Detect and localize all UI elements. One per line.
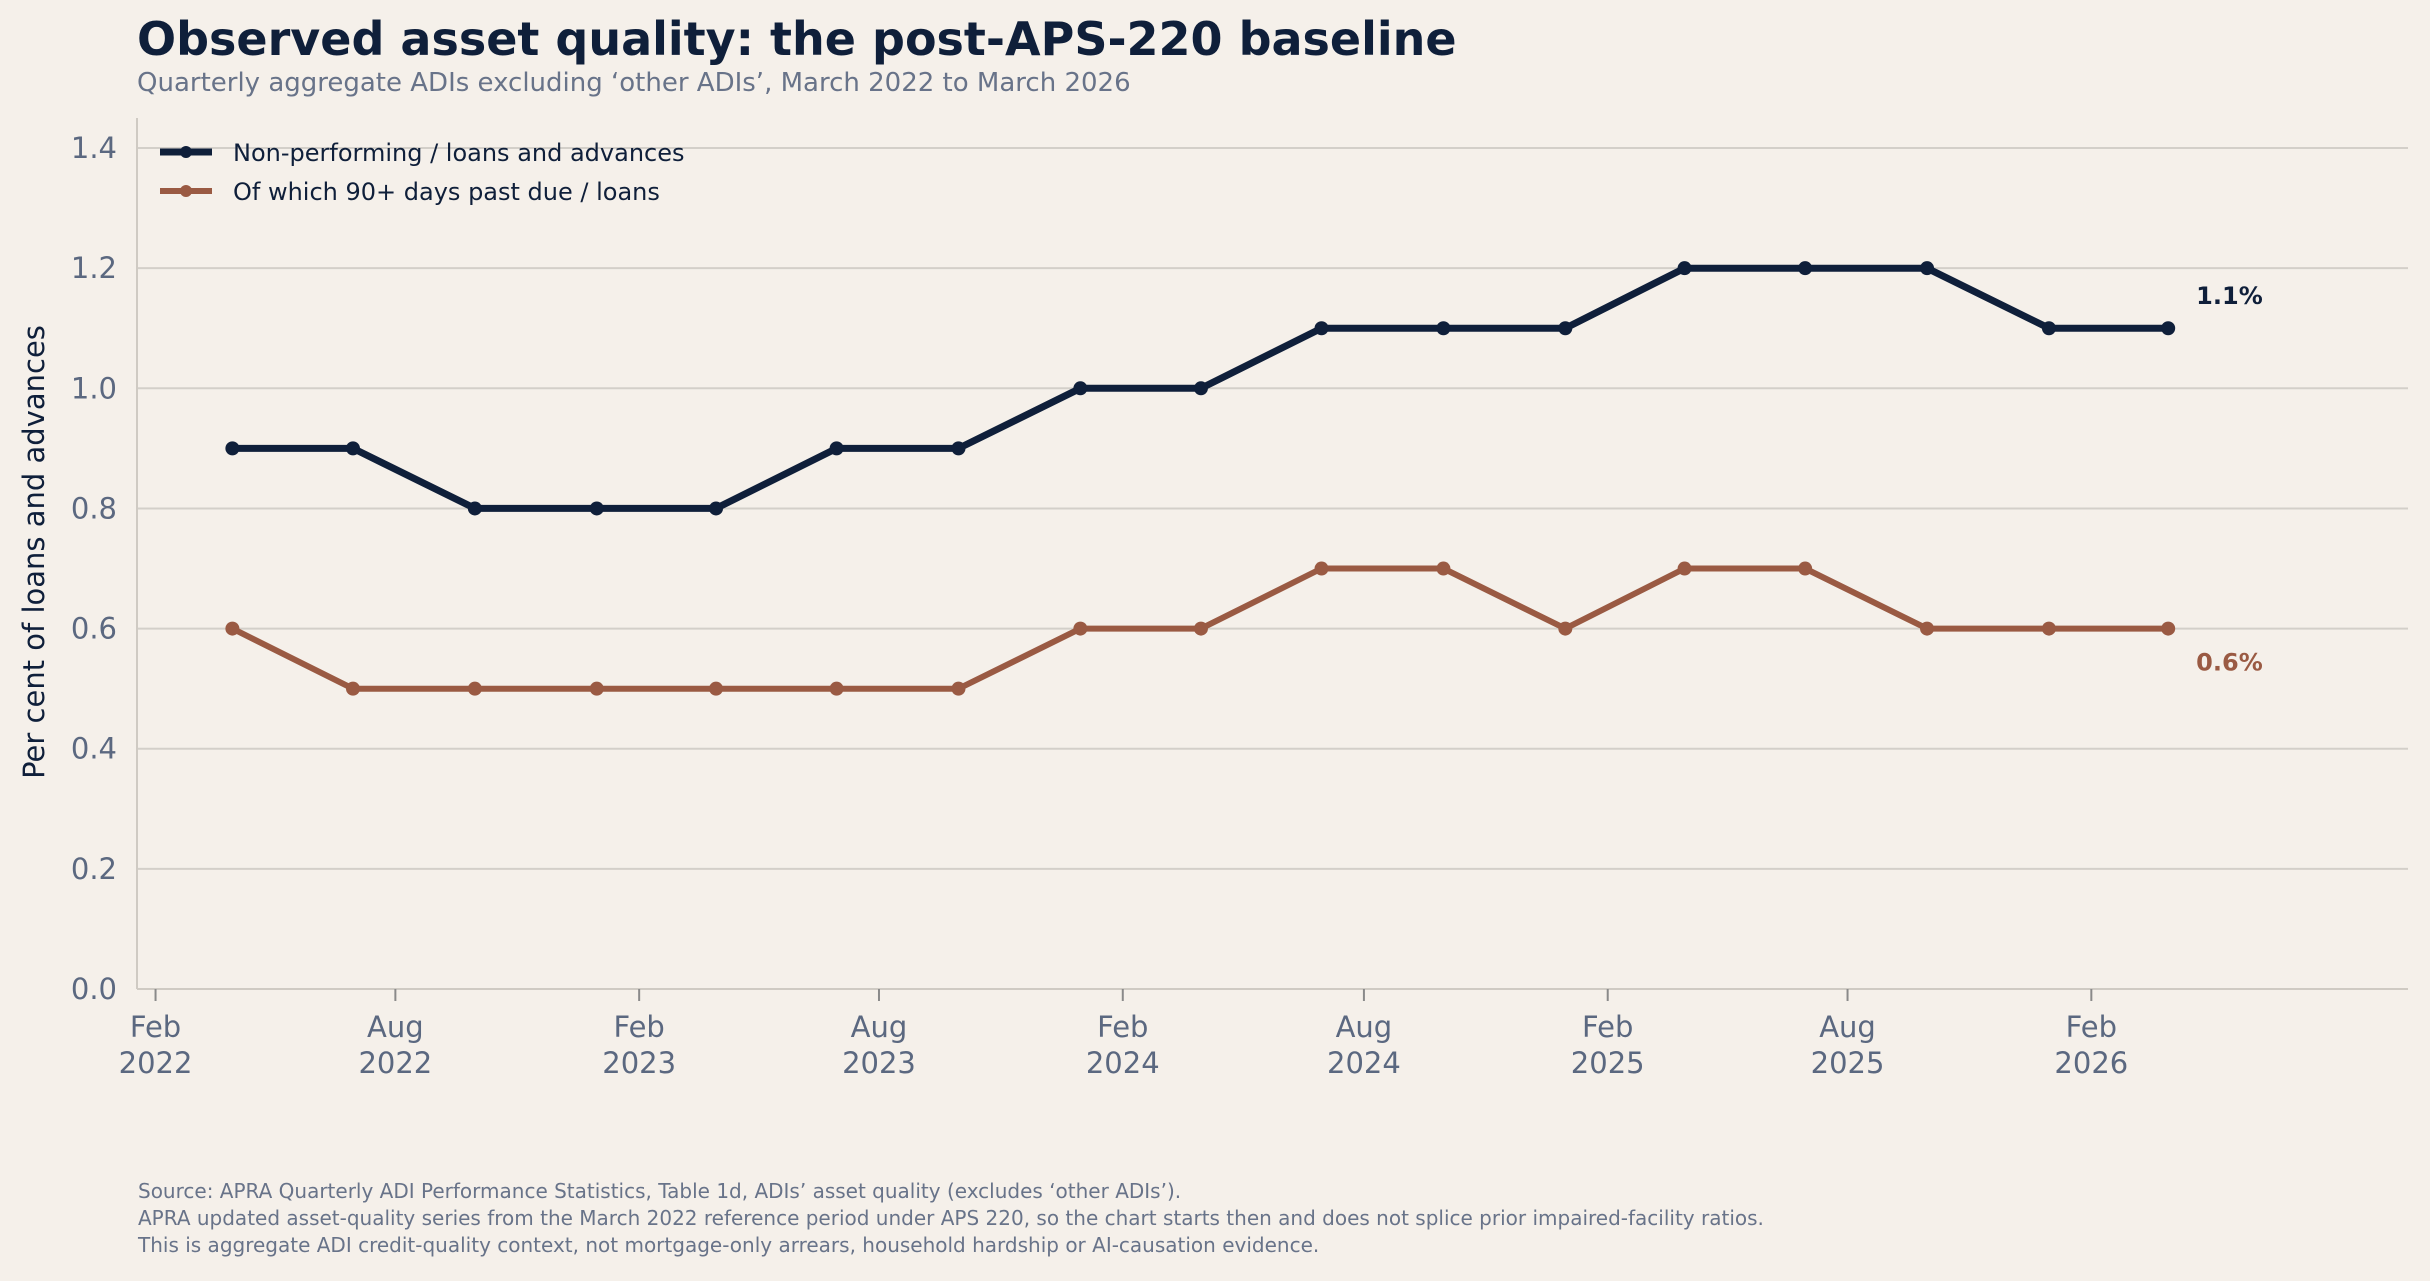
x-tick-label: 2024: [1086, 1046, 1160, 1080]
data-point: [1436, 321, 1451, 336]
data-point: [467, 501, 482, 516]
y-tick-label: 0.0: [71, 972, 117, 1006]
end-value-label: 0.6%: [2196, 649, 2263, 677]
data-point: [1073, 621, 1088, 636]
axes: [136, 118, 2408, 990]
chart-title: Observed asset quality: the post-APS-220…: [137, 12, 1457, 66]
x-tick-label: 2022: [119, 1046, 193, 1080]
data-point: [1677, 261, 1692, 276]
data-point: [2041, 321, 2056, 336]
series-group: 1.1% 0.6%: [225, 261, 2263, 696]
gridlines: [137, 147, 2408, 990]
x-tick-label: Aug: [1336, 1010, 1393, 1044]
data-point: [1920, 261, 1935, 276]
x-tick-label: Feb: [1582, 1010, 1633, 1044]
y-tick-label: 1.4: [71, 131, 117, 165]
series-2: 0.6%: [225, 561, 2263, 696]
data-point: [345, 441, 360, 456]
x-tick-label: Aug: [851, 1010, 908, 1044]
source-note-line: Source: APRA Quarterly ADI Performance S…: [138, 1179, 1182, 1203]
x-tick-label: 2022: [358, 1046, 432, 1080]
data-point: [1314, 321, 1329, 336]
source-notes: Source: APRA Quarterly ADI Performance S…: [138, 1178, 1764, 1259]
y-tick-label: 1.0: [71, 371, 117, 405]
data-point: [1558, 621, 1573, 636]
data-point: [709, 681, 724, 696]
legend-marker: [180, 146, 192, 158]
legend-label: Non-performing / loans and advances: [233, 139, 685, 167]
data-point: [1314, 561, 1329, 576]
y-axis-ticks: 0.0 0.2 0.4 0.6 0.8 1.0 1.2 1.4: [71, 131, 117, 1006]
x-tick-label: Aug: [367, 1010, 424, 1044]
x-tick-label: Feb: [130, 1010, 181, 1044]
data-point: [1436, 561, 1451, 576]
legend-marker: [180, 185, 192, 197]
data-point: [1677, 561, 1692, 576]
y-tick-label: 0.6: [71, 612, 117, 646]
legend-label: Of which 90+ days past due / loans: [233, 178, 660, 206]
data-point: [589, 501, 604, 516]
data-point: [1920, 621, 1935, 636]
data-point: [2161, 621, 2176, 636]
source-note-line: APRA updated asset-quality series from t…: [138, 1206, 1764, 1230]
x-tick-label: 2024: [1327, 1046, 1401, 1080]
data-point: [1798, 561, 1813, 576]
x-tick-label: 2023: [602, 1046, 676, 1080]
legend-item: Of which 90+ days past due / loans: [160, 178, 660, 206]
end-value-label: 1.1%: [2196, 282, 2263, 310]
legend-item: Non-performing / loans and advances: [160, 139, 685, 167]
data-point: [345, 681, 360, 696]
x-tick-label: 2025: [1811, 1046, 1885, 1080]
data-point: [829, 681, 844, 696]
series-1: 1.1%: [225, 261, 2263, 516]
y-axis-label: Per cent of loans and advances: [17, 325, 51, 779]
x-tick-label: 2023: [842, 1046, 916, 1080]
data-point: [951, 681, 966, 696]
data-point: [589, 681, 604, 696]
data-point: [467, 681, 482, 696]
y-tick-label: 0.2: [71, 852, 117, 886]
data-point: [2041, 621, 2056, 636]
x-tick-label: 2026: [2054, 1046, 2128, 1080]
legend: Non-performing / loans and advances Of wh…: [160, 139, 685, 206]
x-tick-label: Feb: [613, 1010, 664, 1044]
data-point: [1558, 321, 1573, 336]
y-tick-label: 0.8: [71, 491, 117, 525]
y-tick-label: 1.2: [71, 251, 117, 285]
data-point: [225, 441, 240, 456]
data-point: [951, 441, 966, 456]
source-note-line: This is aggregate ADI credit-quality con…: [138, 1233, 1320, 1257]
data-point: [1073, 381, 1088, 396]
data-point: [1193, 381, 1208, 396]
data-point: [829, 441, 844, 456]
data-point: [1193, 621, 1208, 636]
data-point: [709, 501, 724, 516]
x-tick-label: Aug: [1819, 1010, 1876, 1044]
data-point: [2161, 321, 2176, 336]
x-tick-label: Feb: [1097, 1010, 1148, 1044]
x-tick-label: Feb: [2066, 1010, 2117, 1044]
y-tick-label: 0.4: [71, 732, 117, 766]
x-axis-ticks: Feb2022Aug2022Feb2023Aug2023Feb2024Aug20…: [119, 989, 2128, 1080]
chart-subtitle: Quarterly aggregate ADIs excluding ‘othe…: [137, 68, 1131, 98]
data-point: [1798, 261, 1813, 276]
x-tick-label: 2025: [1571, 1046, 1645, 1080]
data-point: [225, 621, 240, 636]
